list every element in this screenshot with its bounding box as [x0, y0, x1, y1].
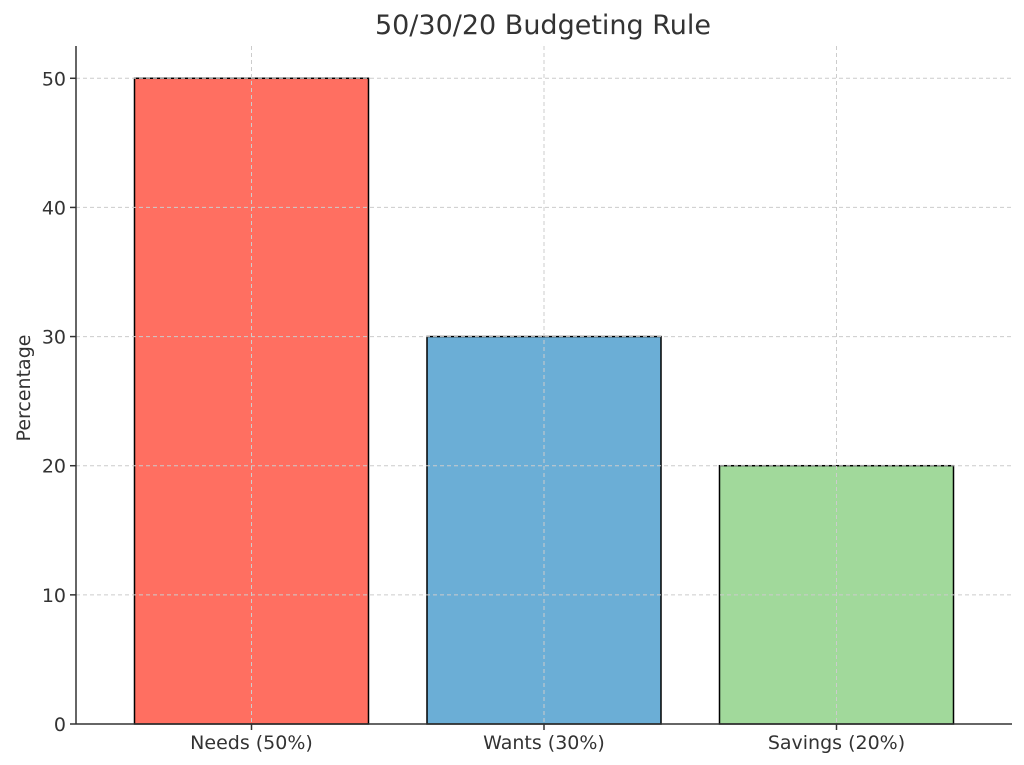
y-tick-label-2: 20: [42, 456, 66, 478]
x-tick-label-0: Needs (50%): [190, 732, 313, 754]
y-tick-label-5: 50: [42, 68, 66, 90]
y-tick-label-1: 10: [42, 585, 66, 607]
y-tick-label-4: 40: [42, 197, 66, 219]
x-tick-label-2: Savings (20%): [768, 732, 905, 754]
tick-labels: 0 10 20 30 40 50 Needs (50%) Wants (30%) Savings…: [42, 68, 905, 754]
y-axis-label: Percentage: [13, 335, 35, 442]
y-tick-label-0: 0: [54, 714, 66, 736]
chart-title: 50/30/20 Budgeting Rule: [375, 10, 711, 41]
y-tick-label-3: 30: [42, 327, 66, 349]
x-tick-label-1: Wants (30%): [483, 732, 605, 754]
